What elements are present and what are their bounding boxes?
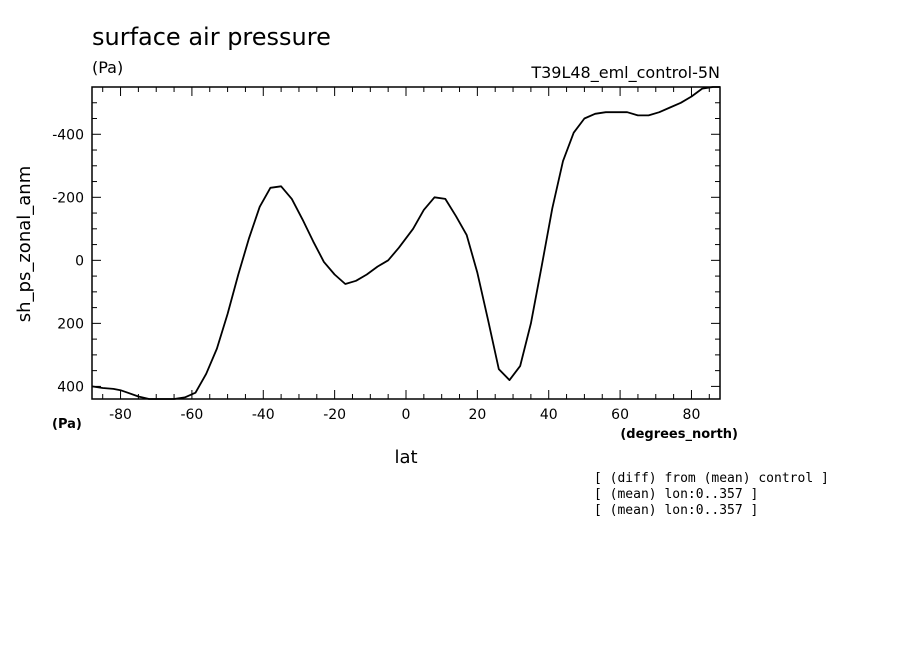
y-tick-labels: -400 -200 0 200 400 — [52, 127, 84, 395]
x-tick-label: 0 — [402, 407, 411, 423]
note-mean-lon-2: [ (mean) lon:0..357 ] — [594, 503, 758, 518]
x-tick-labels: -80 -60 -40 -20 0 20 40 60 80 — [109, 407, 700, 423]
y-tick-label: 400 — [57, 379, 84, 395]
x-tick-label: -20 — [323, 407, 346, 423]
y-axis-units: (Pa) — [52, 417, 82, 432]
x-tick-label: -80 — [109, 407, 132, 423]
plot-frame — [91, 86, 721, 400]
axis-ticks — [92, 86, 720, 399]
y-tick-label: 0 — [75, 253, 84, 269]
x-tick-label: 40 — [540, 407, 558, 423]
y-tick-label: 200 — [57, 316, 84, 332]
note-diff: [ (diff) from (mean) control ] — [594, 471, 829, 486]
y-tick-label: -400 — [52, 127, 84, 143]
x-tick-label: 80 — [683, 407, 701, 423]
chart-title: surface air pressure — [92, 23, 331, 51]
note-mean-lon-1: [ (mean) lon:0..357 ] — [594, 487, 758, 502]
x-tick-label: 20 — [468, 407, 486, 423]
x-axis-units: (degrees_north) — [620, 427, 738, 442]
y-tick-label: -200 — [52, 190, 84, 206]
series-line — [91, 86, 720, 400]
chart-units: (Pa) — [92, 58, 123, 77]
x-tick-label: -60 — [180, 407, 203, 423]
x-tick-label: 60 — [611, 407, 629, 423]
x-axis-label: lat — [394, 447, 417, 468]
experiment-label: T39L48_eml_control-5N — [530, 63, 720, 83]
x-tick-label: -40 — [252, 407, 275, 423]
plot-axes — [91, 86, 721, 400]
y-axis-label: sh_ps_zonal_anm — [14, 166, 35, 322]
